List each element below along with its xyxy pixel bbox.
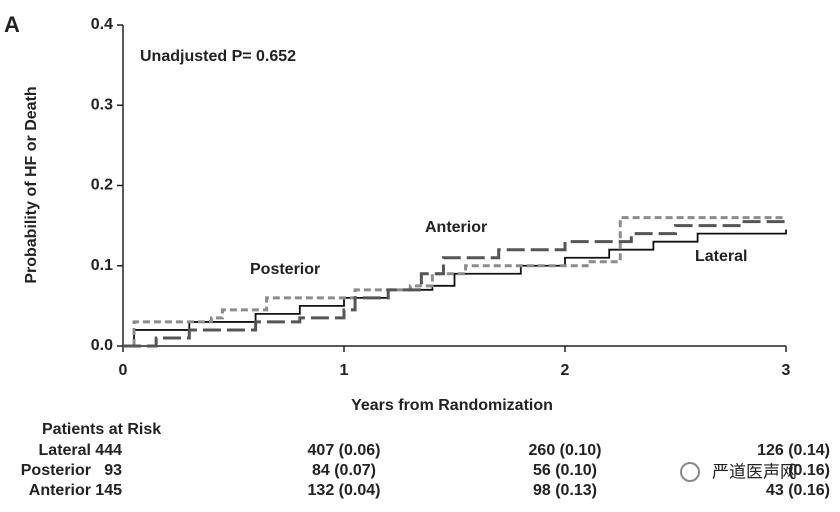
- series-label: Lateral: [695, 248, 747, 265]
- risk-table-title: Patients at Risk: [42, 421, 161, 438]
- y-tick-label: 0.0: [91, 337, 113, 354]
- watermark-bg: [668, 455, 838, 489]
- risk-row-name: Posterior: [21, 462, 91, 479]
- step-line: [123, 229, 787, 347]
- watermark-icon: [680, 462, 700, 482]
- x-tick-label: 0: [119, 362, 128, 379]
- y-axis-label: Probability of HF or Death: [23, 86, 40, 283]
- step-line: [123, 220, 786, 348]
- panel-label: A: [4, 12, 20, 37]
- x-tick-label: 1: [340, 362, 349, 379]
- series-label: Posterior: [250, 261, 320, 278]
- risk-cell: 98 (0.13): [533, 482, 597, 499]
- y-tick-label: 0.3: [91, 96, 113, 113]
- watermark: 严道医声网: [712, 462, 797, 481]
- series-label: Anterior: [425, 219, 487, 236]
- x-tick-label: 3: [782, 362, 791, 379]
- risk-row-name: Anterior: [29, 482, 91, 499]
- risk-cell: 93: [104, 462, 122, 479]
- step-line: [123, 216, 786, 348]
- risk-row-name: Lateral: [39, 442, 91, 459]
- y-tick-label: 0.4: [91, 16, 113, 33]
- y-tick-label: 0.2: [91, 177, 113, 194]
- risk-cell: 132 (0.04): [308, 482, 381, 499]
- x-axis-label: Years from Randomization: [351, 397, 553, 414]
- risk-cell: 84 (0.07): [312, 462, 376, 479]
- risk-cell: 407 (0.06): [308, 442, 381, 459]
- risk-cell: (0.16): [788, 462, 830, 479]
- x-tick-label: 2: [561, 362, 570, 379]
- risk-cell: 126 (0.14): [757, 442, 830, 459]
- risk-cell: 145: [95, 482, 122, 499]
- y-tick-label: 0.1: [91, 257, 113, 274]
- risk-cell: 43 (0.16): [766, 482, 830, 499]
- risk-cell: 444: [95, 442, 122, 459]
- annotation: Unadjusted P= 0.652: [140, 48, 296, 65]
- risk-cell: 56 (0.10): [533, 462, 597, 479]
- risk-cell: 260 (0.10): [529, 442, 602, 459]
